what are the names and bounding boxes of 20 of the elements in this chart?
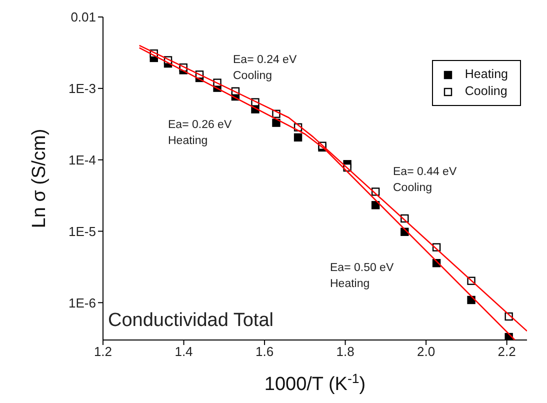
annotation: Ea= 0.44 eV Cooling xyxy=(393,165,457,196)
annotation: Ea= 0.50 eV Heating xyxy=(330,261,394,292)
annotation: Conductividad Total xyxy=(108,310,274,332)
x-tick-label: 1.4 xyxy=(174,344,193,360)
y-axis-title: Ln σ (S/cm) xyxy=(29,128,50,228)
annotation: Ea= 0.24 eV Cooling xyxy=(233,53,297,84)
x-tick-label: 1.8 xyxy=(336,344,354,360)
x-tick-label: 1.6 xyxy=(255,344,274,360)
legend-label: Cooling xyxy=(464,83,508,100)
y-tick-label: 1E-4 xyxy=(68,152,96,168)
y-tick-label: 0.01 xyxy=(70,10,96,25)
x-axis-title: 1000/T (K$^{-1}$) xyxy=(264,370,366,395)
legend-label: Heating xyxy=(464,66,508,83)
y-tick-label: 1E-3 xyxy=(68,81,96,96)
annotation: Ea= 0.26 eV Heating xyxy=(168,118,232,149)
x-tick-label: 1.2 xyxy=(94,344,112,360)
x-tick-label: 2.2 xyxy=(498,344,516,360)
y-tick-label: 1E-6 xyxy=(68,295,96,310)
y-tick-label: 1E-5 xyxy=(68,224,96,239)
x-tick-label: 2.0 xyxy=(417,344,436,360)
